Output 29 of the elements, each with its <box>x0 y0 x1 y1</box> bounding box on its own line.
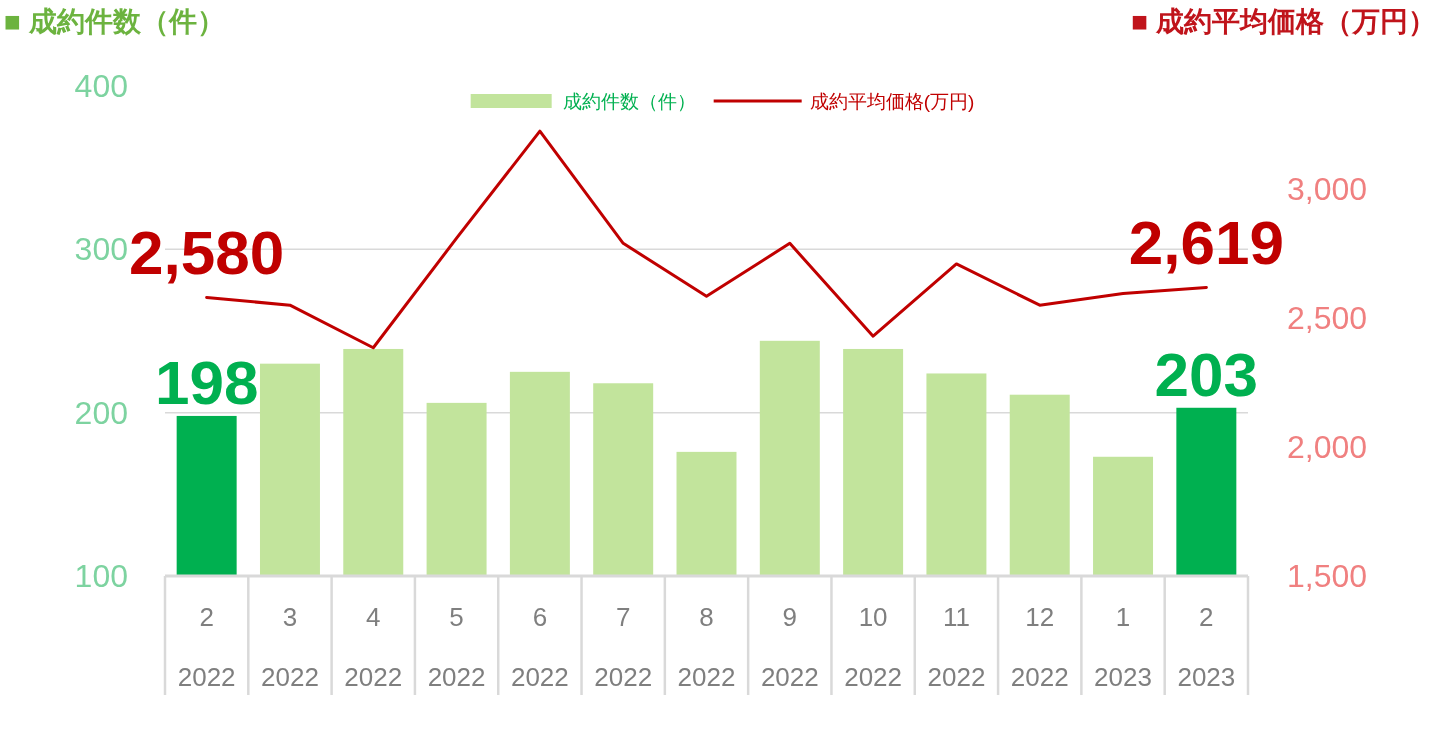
y-tick-label: 300 <box>74 231 128 268</box>
y2-tick-label: 2,500 <box>1287 300 1368 337</box>
x-tick-label: 5 2022 <box>427 602 486 692</box>
x-tick-label: 12 2022 <box>1010 602 1069 692</box>
x-tick-label: 4 2022 <box>344 602 403 692</box>
x-tick-label: 1 2023 <box>1094 602 1152 692</box>
y-tick-label: 200 <box>74 394 128 431</box>
data-label: 2,619 <box>1128 208 1284 278</box>
data-label: 198 <box>154 347 259 417</box>
x-tick-label: 2 2023 <box>1177 602 1236 692</box>
data-label: 2,580 <box>129 218 285 288</box>
x-tick-label: 7 2022 <box>594 602 653 692</box>
y-tick-label: 100 <box>74 558 128 594</box>
x-tick-label: 9 2022 <box>760 602 819 692</box>
x-tick-label: 10 2022 <box>844 602 903 692</box>
y2-tick-label: 1,500 <box>1287 558 1368 594</box>
x-tick-label: 8 2022 <box>677 602 736 692</box>
y2-tick-label: 2,000 <box>1287 429 1368 466</box>
x-tick-label: 11 2022 <box>927 602 986 692</box>
legend-label: 成約件数（件） <box>562 91 696 112</box>
data-label: 203 <box>1154 339 1259 409</box>
x-tick-label: 2 2022 <box>177 602 236 692</box>
x-tick-label: 6 2022 <box>510 602 569 692</box>
y-tick-label: 400 <box>74 68 128 104</box>
y-axis-title: ■ 成約件数（件） <box>4 6 225 37</box>
y2-tick-label: 3,000 <box>1287 171 1368 208</box>
y2-axis-title: ■ 成約平均価格（万円） <box>1131 6 1436 37</box>
x-tick-label: 3 2022 <box>261 602 319 692</box>
legend-label: 成約平均価格(万円) <box>809 91 975 112</box>
